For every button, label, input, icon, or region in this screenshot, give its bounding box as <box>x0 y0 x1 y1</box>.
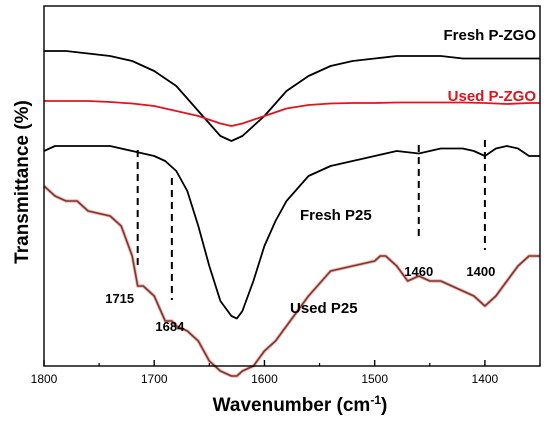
x-axis-title-main: Wavenumber (cm <box>213 395 371 416</box>
series-labels: Fresh P-ZGO Used P-ZGO Fresh P25 Used P25 <box>290 27 536 317</box>
peak-label: 1684 <box>155 319 185 334</box>
series-label: Fresh P-ZGO <box>443 27 536 44</box>
x-axis-title-close: ) <box>381 395 387 416</box>
axes <box>43 5 541 367</box>
peak-markers: 1715 1684 1460 1400 <box>105 140 495 334</box>
series-line <box>44 50 540 142</box>
x-axis-ticks: 1800 1700 1600 1500 1400 <box>31 360 541 386</box>
x-tick-label: 1400 <box>472 372 499 386</box>
x-tick-label: 1500 <box>361 372 388 386</box>
peak-label: 1715 <box>105 291 134 306</box>
series-line-halo <box>42 184 540 378</box>
peak-label: 1460 <box>404 264 433 279</box>
plot-frame <box>43 5 541 367</box>
series-line <box>44 100 540 127</box>
x-axis-title: Wavenumber (cm-1) <box>213 393 388 416</box>
x-tick-label: 1600 <box>251 372 278 386</box>
y-axis-title: Transmittance (%) <box>12 100 33 264</box>
plot-content <box>42 50 540 378</box>
x-axis-title-sup: -1 <box>370 393 381 407</box>
series-label: Fresh P25 <box>300 207 372 224</box>
series-line <box>43 145 540 320</box>
series-label: Used P-ZGO <box>448 88 537 105</box>
series-line <box>43 185 540 377</box>
series-label: Used P25 <box>290 300 358 317</box>
x-tick-label: 1800 <box>31 372 58 386</box>
x-tick-label: 1700 <box>141 372 168 386</box>
peak-label: 1400 <box>466 264 495 279</box>
